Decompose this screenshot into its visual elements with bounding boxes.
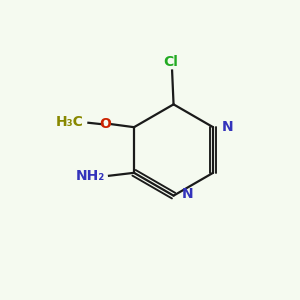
Text: N: N — [182, 187, 194, 201]
Text: Cl: Cl — [163, 55, 178, 69]
Text: O: O — [99, 117, 111, 130]
Text: N: N — [221, 120, 233, 134]
Text: NH₂: NH₂ — [75, 169, 105, 183]
Text: H₃C: H₃C — [56, 115, 84, 129]
